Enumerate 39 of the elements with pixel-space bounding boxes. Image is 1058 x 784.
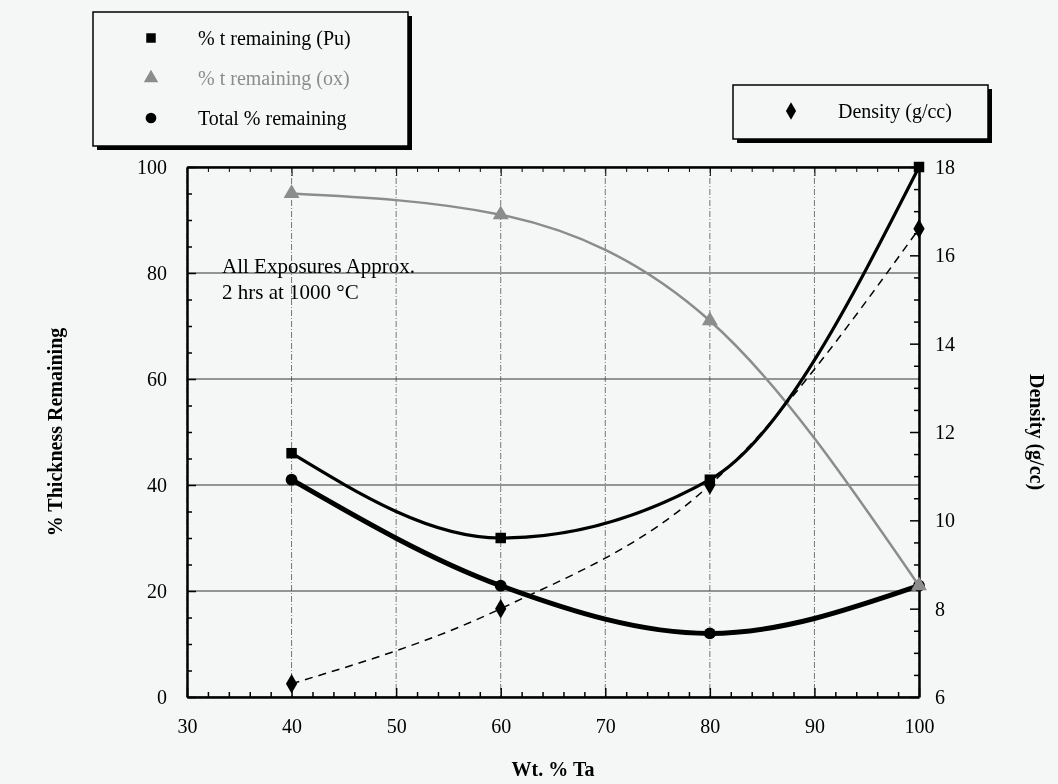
y2-tick-label: 8 — [935, 597, 945, 620]
point — [703, 627, 716, 640]
y-tick-label: 100 — [137, 155, 167, 178]
x-tick-label: 100 — [904, 715, 935, 738]
y-tick-label: 0 — [157, 685, 167, 708]
x-tick-label: 60 — [491, 715, 512, 738]
legend-label: % t remaining (Pu) — [198, 27, 351, 50]
legend-label: Total % remaining — [198, 107, 347, 130]
point — [492, 205, 509, 220]
point — [285, 473, 298, 486]
y2-tick-label: 16 — [935, 244, 955, 267]
point — [495, 532, 506, 544]
point — [494, 579, 507, 592]
point — [704, 474, 716, 485]
y2-axis-title: Density (g/cc) — [1025, 373, 1048, 491]
point — [286, 447, 297, 459]
legend-label: Density (g/cc) — [838, 100, 952, 123]
y2-tick-label: 18 — [935, 155, 955, 178]
x-tick-label: 40 — [282, 715, 303, 738]
point — [701, 311, 718, 326]
y2-tick-label: 12 — [935, 420, 955, 443]
x-tick-label: 80 — [700, 715, 721, 738]
x-tick-label: 30 — [177, 715, 198, 738]
x-axis-title: Wt. % Ta — [511, 758, 595, 780]
point — [283, 184, 300, 199]
legend-label: % t remaining (ox) — [198, 67, 350, 90]
annotation: 2 hrs at 1000 °C — [222, 280, 359, 304]
x-tick-label: 70 — [595, 715, 616, 738]
y2-tick-label: 6 — [935, 685, 945, 708]
annotation: All Exposures Approx. — [222, 254, 416, 278]
y-tick-label: 20 — [147, 579, 167, 602]
y-axis-title: % Thickness Remaining — [44, 327, 67, 537]
y-tick-label: 60 — [147, 367, 167, 390]
y-tick-label: 40 — [147, 473, 167, 496]
y2-tick-label: 10 — [935, 509, 955, 532]
y-tick-label: 80 — [147, 261, 167, 284]
x-tick-label: 90 — [804, 715, 825, 738]
x-tick-label: 50 — [386, 715, 407, 738]
y2-tick-label: 14 — [935, 332, 955, 355]
